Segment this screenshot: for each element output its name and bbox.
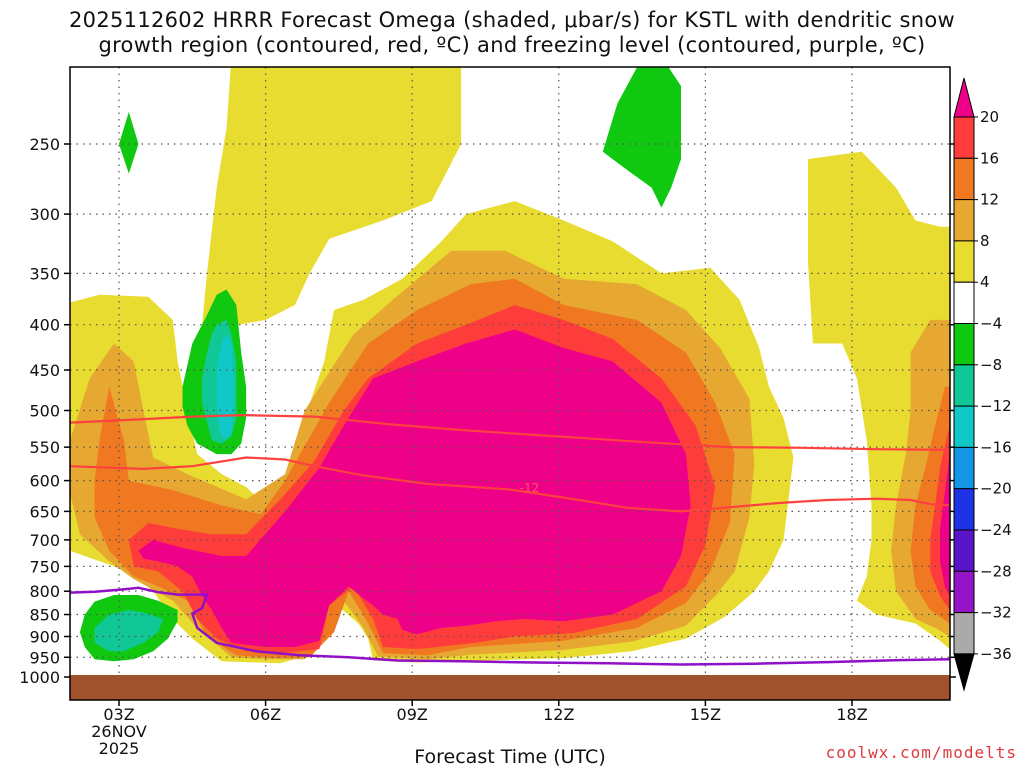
minus-18-isotherm — [70, 456, 950, 513]
colorbar-label-0: 20 — [980, 108, 999, 126]
colorbar-band-11 — [953, 529, 975, 572]
colorbar-band-10 — [953, 488, 975, 531]
y-tick-label-400: 400 — [29, 316, 60, 335]
y-tick-label-450: 450 — [29, 361, 60, 380]
y-tick-label-650: 650 — [29, 502, 60, 521]
zero-degree-line — [70, 586, 950, 666]
colorbar-label-11: −28 — [980, 562, 1012, 580]
x-tick-label-12Z: 12Z — [543, 705, 574, 724]
x-date-line-0: 26NOV — [91, 722, 147, 741]
terrain-fill — [70, 675, 950, 700]
y-tick-label-850: 850 — [29, 606, 60, 625]
x-tick-label-18Z: 18Z — [836, 705, 867, 724]
colorbar-band-8 — [953, 405, 975, 448]
plot-area: -12 — [70, 67, 950, 700]
chart-title-line1: 2025112602 HRRR Forecast Omega (shaded, … — [69, 8, 955, 32]
y-tick-label-700: 700 — [29, 531, 60, 550]
y-tick-label-350: 350 — [29, 264, 60, 283]
colorbar-label-5: −4 — [980, 315, 1002, 333]
x-tick-label-06Z: 06Z — [250, 705, 281, 724]
y-tick-label-1000: 1000 — [19, 668, 60, 687]
credit-text[interactable]: coolwx.com/modelts — [826, 743, 1017, 762]
omega-region-upper-yellow — [202, 67, 462, 330]
x-tick-label-15Z: 15Z — [690, 705, 721, 724]
colorbar-top-arrow — [953, 77, 975, 118]
colorbar-label-3: 8 — [980, 232, 990, 250]
colorbar-band-1 — [953, 116, 975, 159]
colorbar-label-7: −12 — [980, 397, 1012, 415]
colorbar-band-13 — [953, 612, 975, 655]
colorbar-label-4: 4 — [980, 273, 990, 291]
colorbar-band-4 — [953, 240, 975, 283]
x-tick-label-09Z: 09Z — [397, 705, 428, 724]
colorbar-label-2: 12 — [980, 191, 999, 209]
omega-region-main-magenta — [138, 329, 691, 647]
omega-shading — [70, 67, 950, 664]
colorbar-label-1: 16 — [980, 149, 999, 167]
y-tick-label-500: 500 — [29, 402, 60, 421]
colorbar-label-10: −24 — [980, 521, 1012, 539]
omega-region-green-topleft — [119, 111, 139, 174]
terrain — [70, 675, 950, 700]
omega-region-green-topright — [602, 67, 681, 208]
colorbar-label-12: −32 — [980, 604, 1012, 622]
colorbar-band-9 — [953, 446, 975, 490]
colorbar-label-13: −36 — [980, 645, 1012, 663]
gridlines — [70, 67, 950, 700]
colorbar: 20 16 12 8 4 −4 −8 −12 −16 −20 −24 −28 −32 −36 — [953, 77, 1012, 692]
y-tick-label-950: 950 — [29, 648, 60, 667]
chart-title: 2025112602 HRRR Forecast Omega (shaded, … — [0, 8, 1024, 58]
y-tick-label-550: 550 — [29, 438, 60, 457]
y-tick-label-750: 750 — [29, 557, 60, 576]
colorbar-label-8: −16 — [980, 438, 1012, 456]
y-tick-label-300: 300 — [29, 205, 60, 224]
colorbar-band-6 — [953, 323, 975, 366]
colorbar-label-6: −8 — [980, 356, 1002, 374]
plot-frame — [69, 66, 951, 701]
x-tick-label-03Z: 03Z — [103, 705, 134, 724]
colorbar-band-12 — [953, 570, 975, 614]
x-date-line-1: 2025 — [99, 739, 140, 758]
minus-12-isotherm — [70, 413, 950, 451]
isotherm-label: -12 — [520, 481, 540, 495]
colorbar-band-7 — [953, 364, 975, 407]
colorbar-bottom-arrow — [953, 653, 975, 692]
omega-region-right-magenta — [940, 454, 950, 596]
y-tick-label-250: 250 — [29, 135, 60, 154]
isotherm-contours: -12 — [70, 413, 950, 666]
omega-region-cyan-mid — [216, 334, 234, 441]
chart-title-line2: growth region (contoured, red, ºC) and f… — [98, 33, 926, 57]
omega-region-teal-lowleft — [94, 610, 163, 652]
colorbar-band-5 — [953, 281, 975, 325]
y-axis: 250 300 350 400 450 500 550 600 650 700 750 800 850 9… — [19, 135, 956, 687]
colorbar-label-9: −20 — [980, 480, 1012, 498]
y-tick-label-600: 600 — [29, 472, 60, 491]
x-axis-title: Forecast Time (UTC) — [414, 746, 605, 768]
colorbar-band-2 — [953, 157, 975, 201]
y-tick-label-800: 800 — [29, 582, 60, 601]
colorbar-band-3 — [953, 199, 975, 242]
y-tick-label-900: 900 — [29, 627, 60, 646]
